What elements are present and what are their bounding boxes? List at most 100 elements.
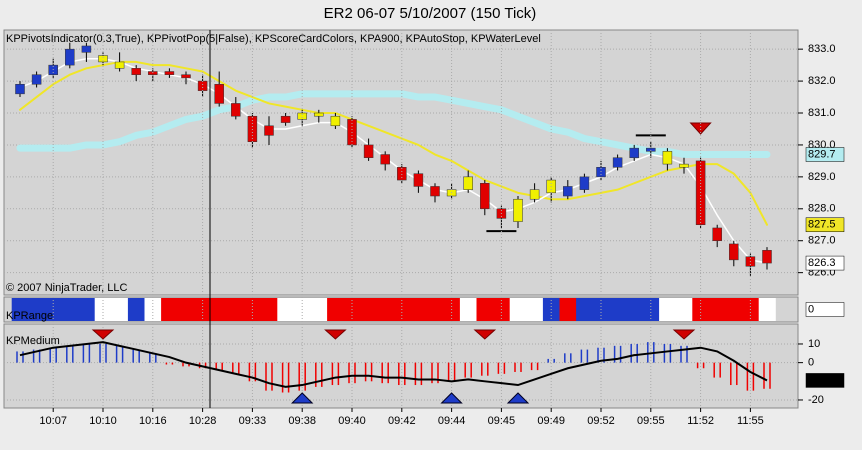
medium-panel: [3, 323, 799, 409]
range-segment: [758, 298, 776, 321]
value-label: 0: [808, 303, 814, 315]
candle-body: [314, 112, 324, 117]
candle-body: [729, 243, 739, 261]
signal-triangle: [689, 122, 712, 135]
candle-body: [397, 167, 407, 181]
x-tick-label: 10:16: [139, 415, 167, 427]
value-box: [805, 147, 845, 162]
x-tick-label: 11:55: [737, 415, 764, 427]
value-box: [805, 217, 845, 233]
range-segment: [127, 298, 145, 321]
candle-body: [297, 112, 307, 120]
moving-average: [19, 60, 768, 226]
candle-body: [65, 48, 75, 66]
sell-triangle: [473, 329, 497, 340]
candle-body: [679, 163, 689, 168]
range-segment: [675, 298, 693, 321]
range-segment: [576, 298, 594, 321]
candle-body: [563, 186, 573, 197]
y-tick-label: 827.0: [808, 235, 836, 247]
x-tick-label: 10:07: [39, 415, 67, 427]
range-segment: [526, 298, 544, 321]
x-tick-label: 09:40: [338, 415, 366, 427]
range-segment: [609, 298, 627, 321]
range-segment: [327, 298, 345, 321]
range-segment: [659, 298, 677, 321]
range-segment: [260, 298, 278, 321]
buy-triangle: [506, 392, 530, 404]
x-tick-label: 10:28: [189, 415, 217, 427]
x-tick-label: 09:52: [587, 415, 615, 427]
indicator-list: KPPivotsIndicator(0.3,True), KPPivotPop(…: [6, 33, 541, 45]
x-tick-label: 11:52: [687, 415, 714, 427]
x-tick-label: 09:45: [488, 415, 516, 427]
chart-title: ER2 06-07 5/10/2007 (150 Tick): [324, 5, 537, 22]
candle-body: [463, 176, 473, 190]
candle-body: [330, 115, 341, 127]
candle-body: [480, 183, 490, 210]
candle-body: [413, 173, 424, 187]
candle-body: [197, 80, 208, 91]
range-segment: [376, 298, 394, 321]
candle-body: [430, 186, 440, 197]
candle-body: [579, 176, 590, 190]
medium-line: [19, 341, 768, 388]
range-segment: [426, 298, 444, 321]
candle-body: [214, 84, 224, 104]
range-segment: [78, 298, 96, 321]
copyright: © 2007 NinjaTrader, LLC: [6, 282, 127, 294]
candle-body: [264, 125, 274, 136]
y-tick-label: 10: [808, 338, 820, 350]
candle-body: [596, 167, 606, 178]
range-segment: [410, 298, 428, 321]
candle-body: [662, 151, 673, 165]
range-segment: [227, 298, 245, 321]
candle-body: [131, 68, 141, 75]
range-segment: [509, 298, 527, 321]
sell-triangle: [672, 329, 696, 340]
value-label: -9.53: [808, 374, 833, 386]
range-label: KPRange: [6, 310, 53, 322]
range-segment: [625, 298, 643, 321]
range-segment: [708, 298, 726, 321]
candle-body: [164, 71, 175, 75]
buy-triangle: [440, 392, 463, 404]
y-tick-label: 832.0: [808, 75, 836, 87]
y-tick-label: 831.0: [808, 107, 836, 119]
range-segment: [310, 298, 328, 321]
moving-average: [16, 90, 771, 159]
candle-body: [646, 147, 656, 152]
range-segment: [11, 298, 29, 321]
range-segment: [459, 298, 477, 321]
x-tick-label: 09:33: [239, 415, 267, 427]
candle-body: [98, 55, 108, 63]
candle-body: [280, 115, 291, 123]
candle-body: [148, 71, 158, 75]
range-segment: [559, 298, 577, 321]
range-segment: [61, 298, 79, 321]
candle-body: [612, 157, 623, 168]
x-tick-label: 09:44: [438, 415, 466, 427]
range-segment: [277, 298, 295, 321]
x-tick-label: 09:55: [637, 415, 665, 427]
value-label: 827.5: [808, 219, 836, 231]
value-box: [805, 255, 845, 271]
y-tick-label: 833.0: [808, 43, 836, 55]
range-segment: [177, 298, 195, 321]
plot-layer: 826.0827.0828.0829.0830.0831.0832.0833.0…: [4, 30, 845, 427]
candle-body: [363, 144, 374, 158]
medium-label: KPMedium: [6, 335, 60, 347]
range-segment: [111, 298, 129, 321]
y-tick-label: 828.0: [808, 203, 836, 215]
candle-body: [114, 61, 125, 69]
candle-body: [181, 74, 191, 79]
candle-body: [513, 198, 523, 222]
range-segment: [476, 298, 494, 321]
range-segment: [161, 298, 179, 321]
candle-body: [380, 154, 390, 165]
value-box: [805, 302, 845, 317]
range-segment: [28, 298, 46, 321]
y-tick-label: -20: [808, 394, 824, 406]
candle-body: [712, 227, 722, 241]
